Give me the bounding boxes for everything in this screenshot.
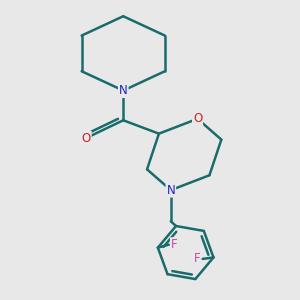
Text: F: F: [194, 252, 200, 266]
Text: O: O: [193, 112, 202, 125]
Text: O: O: [82, 132, 91, 145]
Text: N: N: [119, 84, 128, 97]
Text: N: N: [167, 184, 175, 196]
Text: F: F: [171, 238, 178, 251]
